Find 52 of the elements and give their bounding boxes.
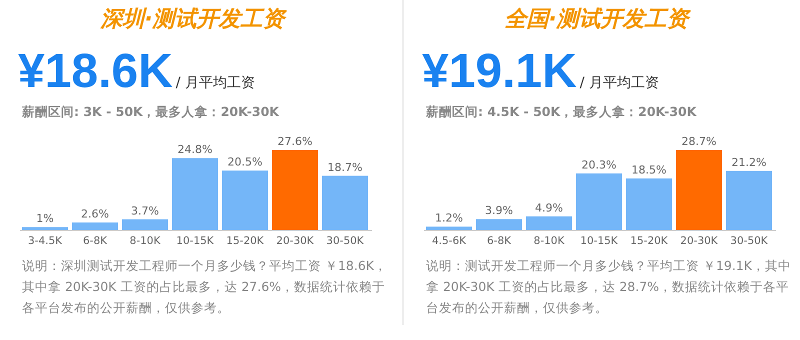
text: 薪酬区间: 4.5K - 50K，最多人拿：20K-30K bbox=[426, 104, 696, 121]
data-label: 18.7% bbox=[328, 160, 362, 174]
x-tick-label: 15-20K bbox=[630, 235, 669, 247]
data-label: 1.2% bbox=[435, 212, 463, 225]
x-tick-label: 6-8K bbox=[82, 235, 108, 247]
bar bbox=[476, 219, 522, 230]
data-label: 3.9% bbox=[485, 204, 513, 218]
x-tick-label: 8-10K bbox=[130, 235, 162, 247]
text: / 月平均工资 bbox=[580, 75, 659, 91]
bar bbox=[576, 173, 622, 230]
x-tick-label: 10-15K bbox=[176, 235, 215, 247]
bar bbox=[222, 170, 268, 230]
data-label: 24.8% bbox=[178, 143, 212, 156]
data-label: 28.7% bbox=[682, 135, 716, 148]
chart-title: 深圳·测试开发工资 bbox=[99, 6, 288, 34]
bar bbox=[426, 226, 472, 230]
data-label: 18.5% bbox=[632, 163, 666, 176]
data-label: 4.9% bbox=[535, 201, 563, 214]
bar bbox=[676, 150, 722, 230]
x-tick-label: 20-30K bbox=[276, 235, 315, 247]
data-label: 20.5% bbox=[228, 156, 262, 169]
x-tick-label: 3-4.5K bbox=[28, 235, 64, 247]
x-tick-label: 6-8K bbox=[486, 235, 512, 247]
bar bbox=[122, 219, 168, 230]
x-tick-label: 30-50K bbox=[326, 235, 365, 247]
bar bbox=[526, 216, 572, 230]
bar bbox=[726, 170, 772, 230]
x-tick-label: 10-15K bbox=[580, 235, 619, 247]
text: 薪酬区间: 3K - 50K，最多人拿：20K-30K bbox=[22, 104, 279, 121]
x-tick-label: 4.5-6K bbox=[432, 235, 468, 247]
text: 说明：测试开发工程师一个月多少钱？平均工资 ￥19.1K，其中拿 20K-30K 工资的占比最多，达 28.7%，数据统计依赖于各平台发布的公开薪酬，仅供参考。 bbox=[426, 257, 792, 317]
chart-title: 全国·测试开发工资 bbox=[503, 6, 692, 34]
data-label: 21.2% bbox=[732, 156, 766, 169]
x-tick-label: 30-50K bbox=[730, 235, 769, 247]
data-label: 20.3% bbox=[582, 158, 616, 172]
text: / 月平均工资 bbox=[176, 75, 255, 91]
bar bbox=[322, 176, 368, 230]
text: 说明：深圳测试开发工程师一个月多少钱？平均工资 ￥18.6K，其中拿 20K-30K 工资的占比最多，达 27.6%，数据统计依赖于各平台发布的公开薪酬，仅供参考。 bbox=[22, 257, 388, 317]
x-tick-label: 20-30K bbox=[680, 235, 719, 247]
data-label: 2.6% bbox=[81, 207, 109, 220]
bar bbox=[172, 158, 218, 230]
x-tick-label: 15-20K bbox=[226, 235, 265, 247]
chart-subtitle: ¥19.1K bbox=[422, 45, 577, 98]
x-tick-label: 8-10K bbox=[534, 235, 566, 247]
data-label: 3.7% bbox=[131, 204, 159, 218]
data-label: 27.6% bbox=[278, 135, 312, 148]
chart-subtitle: ¥18.6K bbox=[18, 45, 173, 98]
bar bbox=[626, 178, 672, 230]
bar bbox=[72, 222, 118, 230]
data-label: 1% bbox=[36, 212, 54, 226]
bar bbox=[272, 150, 318, 230]
bar bbox=[22, 227, 68, 230]
